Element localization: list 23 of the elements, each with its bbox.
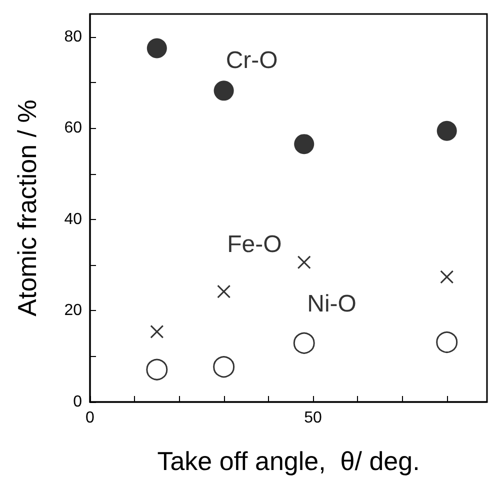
series-label: Fe-O bbox=[227, 230, 282, 258]
point bbox=[440, 270, 454, 284]
point bbox=[217, 284, 231, 298]
point bbox=[214, 80, 234, 101]
y-tick-label: 20 bbox=[64, 302, 82, 320]
point bbox=[297, 256, 311, 270]
point bbox=[146, 38, 167, 58]
point bbox=[436, 120, 457, 141]
x-tick-label: 50 bbox=[304, 410, 322, 426]
point bbox=[293, 332, 315, 354]
series-label: Ni-O bbox=[307, 290, 356, 318]
y-axis-title: Atomic fraction / % bbox=[12, 100, 42, 316]
y-tick-label: 80 bbox=[64, 28, 82, 46]
y-tick-label: 0 bbox=[73, 394, 82, 410]
point bbox=[213, 356, 235, 378]
series-label: Cr-O bbox=[226, 47, 278, 74]
x-axis-title: Take off angle, θ/ deg. bbox=[157, 446, 420, 476]
point bbox=[294, 134, 314, 154]
y-tick-label: 60 bbox=[64, 120, 82, 137]
point bbox=[436, 331, 458, 353]
point bbox=[150, 324, 164, 338]
y-tick-label: 40 bbox=[64, 210, 82, 228]
point bbox=[146, 358, 168, 380]
